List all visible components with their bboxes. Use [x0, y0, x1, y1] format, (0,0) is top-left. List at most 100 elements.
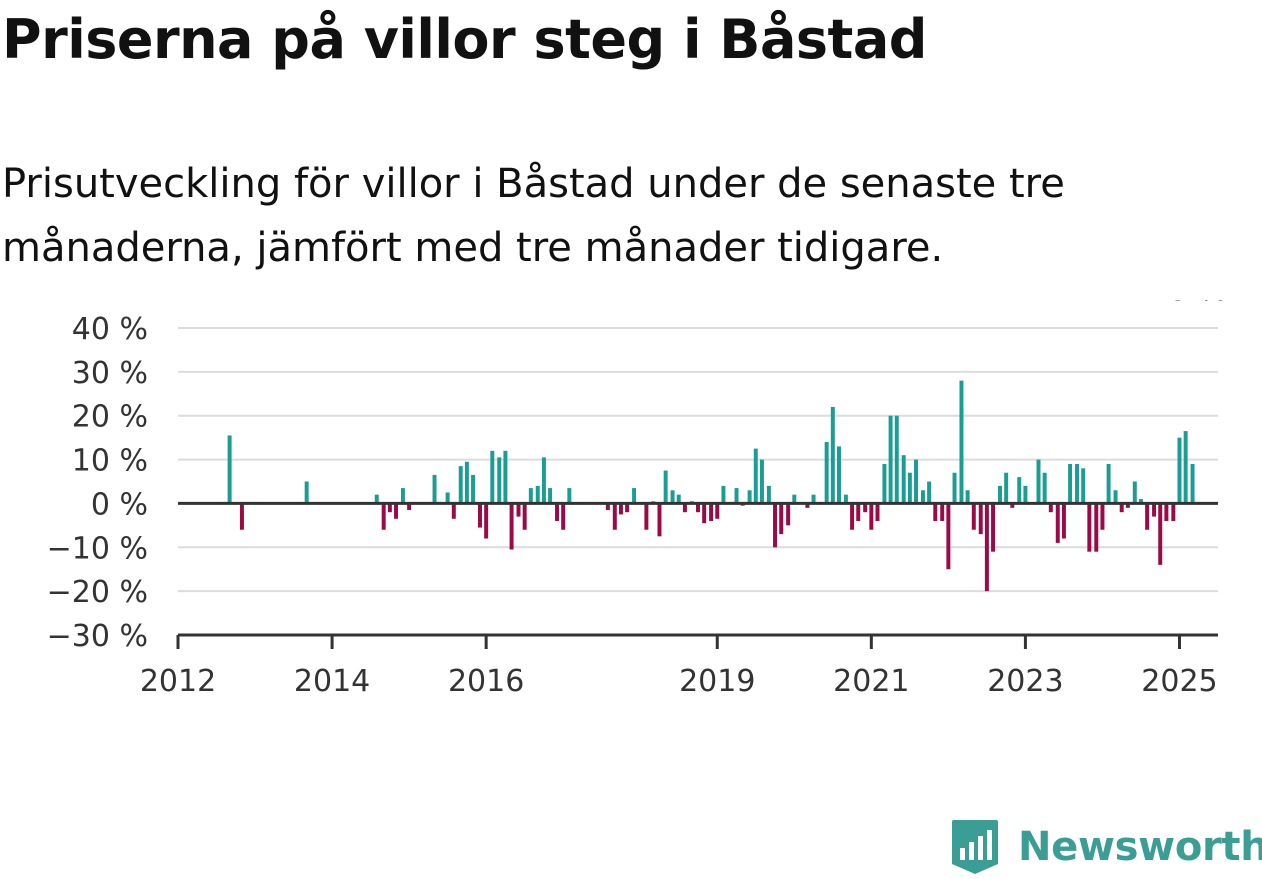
x-tick-label: 2019	[679, 664, 755, 699]
y-tick-labels: 40 % 30 % 20 % 10 % 0 % −10 % −20 % −30 %	[47, 312, 148, 654]
bar	[1055, 503, 1060, 543]
bar	[1145, 503, 1150, 530]
bar	[1004, 472, 1009, 504]
bar	[304, 481, 309, 504]
bar	[959, 380, 964, 504]
chart-subtitle: Prisutveckling för villor i Båstad under…	[2, 161, 1065, 271]
bar	[914, 459, 919, 504]
bar	[451, 503, 456, 519]
bar	[561, 503, 566, 530]
bar	[555, 503, 560, 521]
bar	[946, 503, 951, 570]
bar	[1094, 503, 1099, 552]
x-tick-labels: 2012 2014 2016 2019 2021 2023 2025	[140, 664, 1218, 699]
bar	[952, 472, 957, 504]
bar	[1177, 437, 1182, 504]
bar	[759, 459, 764, 504]
bar	[753, 448, 758, 504]
bar	[792, 494, 797, 504]
bar	[875, 503, 880, 521]
newsworthy-logo-icon	[952, 820, 998, 874]
bar	[400, 488, 405, 504]
bar	[567, 488, 572, 504]
bar	[824, 442, 829, 504]
bar	[1125, 503, 1130, 508]
x-tick-label: 2023	[987, 664, 1063, 699]
y-tick-label: 40 %	[72, 312, 148, 347]
bar	[458, 466, 463, 504]
bar	[984, 503, 989, 592]
bar	[644, 503, 649, 530]
bar	[548, 488, 553, 504]
bar-chart: 40 %30 %20 %10 %0 %−10 %−20 %−30 % 2012 2…	[47, 300, 1228, 699]
y-tick-label: −30 %	[47, 619, 148, 654]
bar	[1164, 503, 1169, 521]
bar	[1075, 463, 1080, 504]
bar	[1132, 481, 1137, 504]
bar	[863, 503, 868, 513]
bar	[1042, 472, 1047, 504]
bar	[933, 503, 938, 521]
bar	[811, 494, 816, 504]
bar	[709, 503, 714, 521]
x-tick-label: 2025	[1141, 664, 1217, 699]
bar	[490, 450, 495, 504]
bar	[484, 503, 489, 539]
bar	[1081, 468, 1086, 504]
bar	[1106, 463, 1111, 504]
bar	[766, 485, 771, 504]
bar	[747, 490, 752, 504]
bar	[541, 457, 546, 504]
bar	[971, 503, 976, 530]
bar	[471, 474, 476, 504]
bars	[227, 380, 1195, 592]
x-ticks	[176, 635, 1181, 649]
bar	[856, 503, 861, 521]
bar	[618, 503, 623, 515]
bar	[1171, 503, 1176, 521]
bar	[497, 457, 502, 504]
bar	[1119, 503, 1124, 513]
bar	[1061, 503, 1066, 539]
bar	[522, 503, 527, 530]
bar	[965, 490, 970, 504]
bar	[432, 474, 437, 504]
bar	[657, 503, 662, 537]
bar	[407, 503, 412, 511]
bar	[374, 494, 379, 504]
bar	[535, 485, 540, 504]
bar	[682, 503, 687, 513]
bar	[1048, 503, 1053, 513]
bar	[477, 503, 482, 528]
bar	[1068, 463, 1073, 504]
latest-value-annotation: 9 %	[1170, 300, 1227, 308]
bar	[940, 503, 945, 521]
bar	[696, 503, 700, 513]
bar	[805, 503, 810, 508]
y-tick-label: −20 %	[47, 575, 148, 610]
y-tick-label: −10 %	[47, 531, 148, 566]
bar	[1138, 499, 1143, 504]
bar	[920, 490, 925, 504]
bar	[1158, 503, 1163, 565]
bar	[882, 463, 887, 504]
bar	[1010, 503, 1015, 508]
y-tick-label: 20 %	[72, 400, 148, 435]
bar	[509, 503, 514, 550]
bar	[445, 492, 450, 504]
bar	[888, 415, 893, 504]
y-tick-label: 30 %	[72, 356, 148, 391]
bar	[1183, 431, 1188, 504]
brand-name: Newsworthy	[1018, 824, 1262, 870]
bar	[464, 461, 469, 504]
bar	[528, 488, 533, 504]
bar	[1087, 503, 1092, 552]
bar	[381, 503, 386, 530]
bar	[836, 446, 841, 504]
bar	[663, 470, 668, 504]
bar	[605, 503, 610, 511]
bar	[850, 503, 855, 530]
bar	[503, 450, 508, 504]
bar	[1152, 503, 1157, 517]
bar	[632, 488, 637, 504]
